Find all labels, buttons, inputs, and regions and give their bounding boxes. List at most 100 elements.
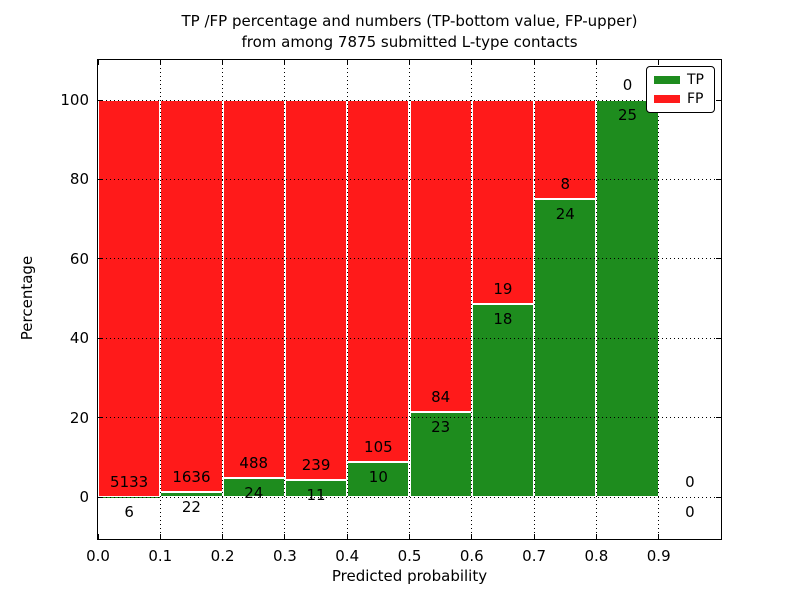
chart-title-line1: TP /FP percentage and numbers (TP-bottom… bbox=[181, 12, 638, 30]
y-tick-mark bbox=[716, 99, 721, 101]
grid-line-horizontal bbox=[98, 417, 721, 419]
chart-title-line2: from among 7875 submitted L-type contact… bbox=[241, 33, 578, 51]
y-tick-label: 60 bbox=[69, 249, 89, 268]
bar-tp-segment bbox=[409, 411, 472, 497]
tp-count-label: 24 bbox=[244, 484, 264, 503]
y-tick-mark bbox=[98, 258, 103, 260]
fp-count-label: 84 bbox=[431, 387, 451, 406]
bar-fp-segment bbox=[347, 100, 410, 463]
x-tick-label: 0.3 bbox=[272, 547, 297, 565]
bar-tp-segment bbox=[471, 303, 535, 497]
x-tick-label: 0.6 bbox=[459, 547, 484, 565]
x-tick-mark bbox=[409, 534, 410, 539]
grid-line-vertical bbox=[409, 60, 410, 539]
x-tick-label: 0.2 bbox=[210, 547, 235, 565]
grid-line-vertical bbox=[533, 60, 535, 539]
bar-fp-segment bbox=[471, 100, 535, 304]
bar-fp-segment bbox=[534, 100, 597, 200]
bar-fp-segment bbox=[160, 100, 223, 492]
x-tick-label: 0.0 bbox=[86, 547, 110, 565]
x-tick-mark bbox=[284, 60, 286, 65]
y-tick-mark bbox=[98, 178, 103, 180]
fp-count-label: 488 bbox=[239, 454, 269, 473]
grid-line-vertical bbox=[346, 60, 348, 539]
tp-count-label: 0 bbox=[685, 503, 695, 521]
x-tick-mark bbox=[346, 60, 348, 65]
x-tick-mark bbox=[346, 534, 348, 539]
x-tick-mark bbox=[595, 60, 597, 65]
fp-count-label: 105 bbox=[364, 438, 393, 457]
y-tick-mark bbox=[716, 496, 721, 498]
tp-count-label: 24 bbox=[555, 205, 575, 224]
bar-tp-segment bbox=[222, 478, 285, 497]
fp-count-label: 0 bbox=[685, 473, 695, 491]
tp-count-label: 22 bbox=[181, 497, 201, 516]
x-tick-label: 0.9 bbox=[646, 547, 671, 565]
y-tick-mark bbox=[98, 417, 103, 419]
grid-line-horizontal bbox=[98, 258, 721, 260]
x-tick-mark bbox=[533, 534, 535, 539]
x-tick-mark bbox=[533, 60, 535, 65]
legend-item-tp: TP bbox=[654, 73, 707, 87]
legend-label-tp: TP bbox=[687, 72, 704, 89]
x-tick-mark bbox=[471, 60, 473, 65]
grid-line-vertical bbox=[471, 60, 473, 539]
legend-swatch-fp bbox=[654, 94, 680, 103]
y-tick-label: 20 bbox=[69, 408, 89, 427]
x-tick-mark bbox=[98, 534, 99, 539]
x-tick-mark bbox=[159, 60, 161, 65]
tp-count-label: 18 bbox=[493, 309, 513, 328]
x-tick-mark bbox=[658, 534, 660, 539]
legend-swatch-tp bbox=[654, 76, 680, 85]
chart-title: TP /FP percentage and numbers (TP-bottom… bbox=[98, 11, 721, 53]
y-tick-mark bbox=[98, 337, 103, 339]
x-tick-label: 0.7 bbox=[522, 547, 547, 565]
x-tick-mark bbox=[658, 60, 660, 65]
x-tick-mark bbox=[284, 534, 286, 539]
grid-line-horizontal bbox=[98, 496, 721, 498]
x-tick-mark bbox=[222, 60, 224, 65]
bar-tp-segment bbox=[596, 100, 659, 497]
tp-count-label: 10 bbox=[368, 468, 388, 487]
y-tick-mark bbox=[716, 178, 721, 180]
x-tick-mark bbox=[409, 60, 410, 65]
legend-item-fp: FP bbox=[654, 92, 707, 106]
bar-tp-segment bbox=[284, 479, 348, 497]
legend-label-fp: FP bbox=[687, 90, 704, 107]
plot-area: 5133 6 1636 22 488 24 239 11 105 10 84 23 19 18 8 24 0 25… bbox=[97, 59, 722, 540]
legend: TP FP bbox=[646, 66, 715, 113]
x-tick-mark bbox=[595, 534, 597, 539]
fp-count-label: 19 bbox=[493, 279, 513, 298]
tp-count-label: 23 bbox=[431, 417, 451, 436]
x-axis-label: Predicted probability bbox=[331, 567, 488, 585]
grid-line-horizontal bbox=[98, 99, 721, 101]
grid-line-horizontal bbox=[98, 178, 721, 180]
bar-tp-segment bbox=[534, 199, 597, 497]
y-tick-mark bbox=[716, 258, 721, 260]
bar-fp-segment bbox=[409, 100, 472, 412]
y-tick-label: 0 bbox=[79, 488, 89, 506]
fp-count-label: 5133 bbox=[110, 472, 149, 491]
x-tick-mark bbox=[471, 534, 473, 539]
tp-count-label: 6 bbox=[124, 502, 134, 521]
bar-tp-segment bbox=[160, 491, 223, 497]
y-tick-label: 100 bbox=[60, 91, 89, 109]
x-tick-mark bbox=[222, 534, 224, 539]
x-tick-mark bbox=[159, 534, 161, 539]
fp-count-label: 8 bbox=[560, 175, 571, 194]
x-tick-label: 0.4 bbox=[335, 547, 360, 565]
y-tick-mark bbox=[716, 337, 721, 339]
fp-count-label: 1636 bbox=[172, 467, 211, 486]
y-tick-mark bbox=[98, 99, 103, 101]
x-tick-label: 0.5 bbox=[397, 547, 422, 565]
bar-fp-segment bbox=[284, 100, 348, 480]
fp-count-label: 239 bbox=[301, 455, 331, 474]
bar-fp-segment bbox=[98, 100, 161, 497]
x-tick-label: 0.1 bbox=[148, 547, 173, 565]
grid-line-vertical bbox=[222, 60, 224, 539]
grid-line-vertical bbox=[284, 60, 286, 539]
x-tick-label: 0.8 bbox=[584, 547, 609, 565]
grid-line-vertical bbox=[658, 60, 660, 539]
x-tick-mark bbox=[98, 60, 99, 65]
